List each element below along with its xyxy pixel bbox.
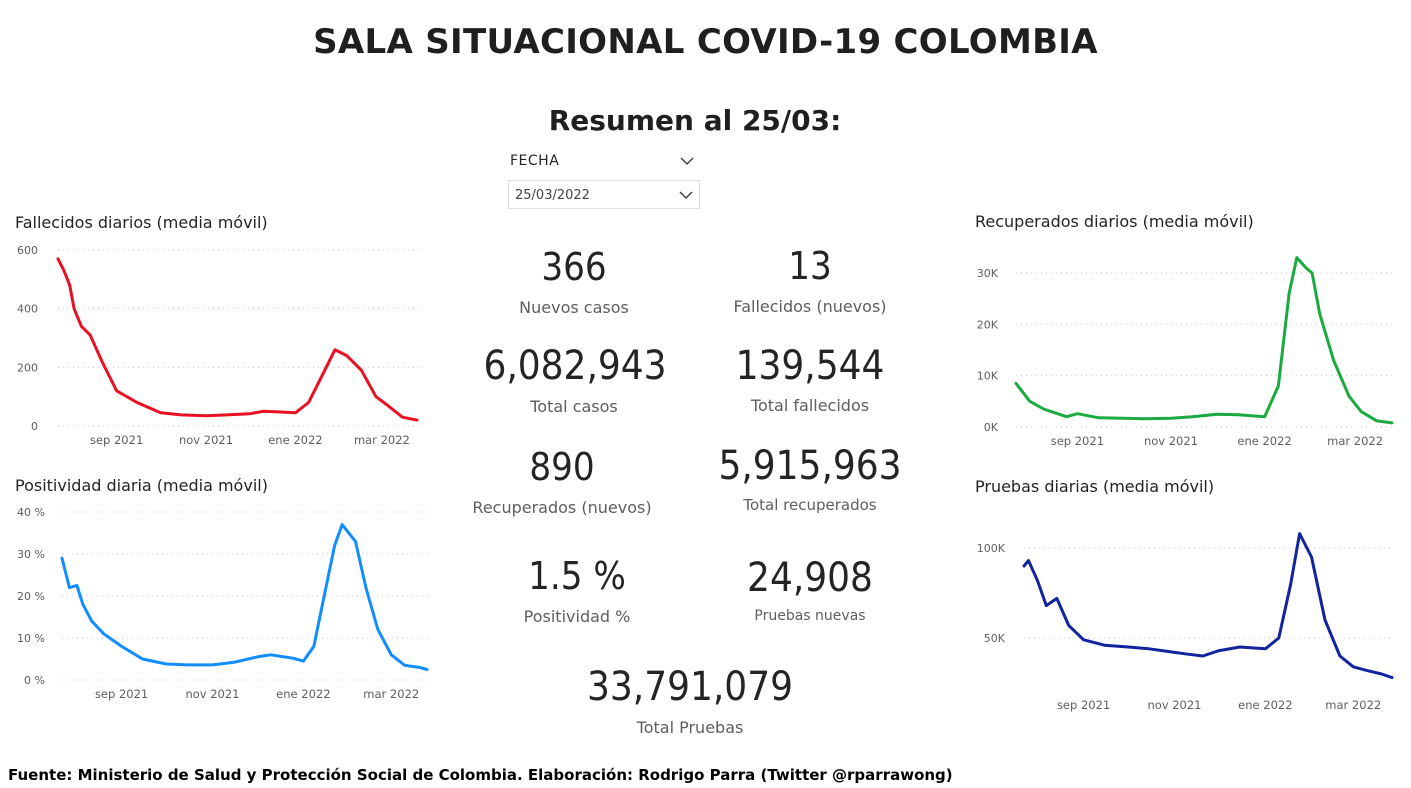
- date-slicer-dropdown[interactable]: 25/03/2022: [508, 180, 700, 209]
- x-tick-label: mar 2022: [363, 687, 419, 701]
- kpi-positividad-value: 1.5 %: [528, 554, 626, 598]
- positividad-line-chart: 0 % 10 % 20 % 30 % 40 % sep 2021 nov 2021 ene 2…: [17, 506, 430, 701]
- y-tick-label: 20 %: [17, 590, 45, 603]
- kpi-pruebas-nuevas-label: Pruebas nuevas: [754, 608, 866, 624]
- kpi-pruebas-nuevas-value: 24,908: [747, 555, 873, 601]
- kpi-nuevos-casos-value: 366: [541, 245, 607, 289]
- x-tick-label: nov 2021: [1144, 434, 1198, 448]
- y-tick-label: 600: [17, 244, 38, 257]
- y-tick-label: 0: [31, 420, 38, 433]
- y-tick-label: 10 %: [17, 632, 45, 645]
- page-title: SALA SITUACIONAL COVID-19 COLOMBIA: [313, 22, 1098, 62]
- y-tick-label: 30K: [977, 267, 999, 280]
- pruebas-line-chart: 50K 100K sep 2021 nov 2021 ene 2022 mar 2022: [977, 532, 1394, 712]
- y-tick-label: 10K: [977, 370, 999, 383]
- x-tick-label: sep 2021: [1057, 698, 1110, 712]
- x-tick-label: sep 2021: [1051, 434, 1104, 448]
- summary-title: Resumen al 25/03:: [548, 104, 842, 137]
- x-tick-label: sep 2021: [90, 433, 143, 447]
- kpi-total-casos-label: Total casos: [530, 397, 618, 416]
- footer-source: Fuente: Ministerio de Salud y Protección…: [8, 766, 953, 784]
- y-tick-label: 50K: [984, 632, 1006, 645]
- date-slicer-header[interactable]: FECHA: [508, 152, 700, 172]
- y-tick-label: 200: [17, 361, 38, 374]
- x-tick-label: ene 2022: [1237, 434, 1291, 448]
- chart-title-positividad: Positividad diaria (media móvil): [15, 476, 268, 495]
- recuperados-line-chart: 0K 10K 20K 30K sep 2021 nov 2021 ene 2022 mar 2…: [977, 256, 1395, 448]
- pruebas-series-line: [1022, 532, 1394, 680]
- kpi-fallecidos-nuevos-label: Fallecidos (nuevos): [733, 297, 887, 316]
- y-tick-label: 400: [17, 303, 38, 316]
- kpi-recuperados-nuevos-label: Recuperados (nuevos): [472, 498, 652, 517]
- kpi-total-casos-value: 6,082,943: [483, 343, 667, 389]
- y-tick-label: 40 %: [17, 506, 45, 519]
- kpi-total-fallecidos-value: 139,544: [735, 343, 885, 389]
- kpi-recuperados-nuevos-value: 890: [529, 445, 595, 489]
- fallecidos-line-chart: 0 200 400 600 sep 2021 nov 2021 ene 2022 mar 20…: [17, 244, 420, 447]
- chart-title-recuperados: Recuperados diarios (media móvil): [975, 212, 1254, 231]
- x-tick-label: ene 2022: [1238, 698, 1292, 712]
- x-tick-label: mar 2022: [354, 433, 410, 447]
- chevron-down-icon[interactable]: [680, 156, 694, 166]
- x-tick-label: mar 2022: [1327, 434, 1383, 448]
- recuperados-series-line: [1014, 256, 1394, 425]
- x-tick-label: nov 2021: [185, 687, 239, 701]
- x-tick-label: mar 2022: [1325, 698, 1381, 712]
- x-tick-label: nov 2021: [179, 433, 233, 447]
- kpi-total-fallecidos-label: Total fallecidos: [750, 396, 870, 415]
- y-tick-label: 0K: [984, 421, 999, 434]
- chart-title-pruebas: Pruebas diarias (media móvil): [975, 477, 1215, 496]
- kpi-positividad-label: Positividad %: [523, 607, 631, 626]
- chart-title-fallecidos: Fallecidos diarios (media móvil): [15, 213, 268, 232]
- kpi-total-pruebas-label: Total Pruebas: [636, 718, 744, 737]
- x-tick-label: ene 2022: [276, 687, 330, 701]
- kpi-nuevos-casos-label: Nuevos casos: [519, 298, 629, 317]
- chevron-down-icon[interactable]: [679, 190, 693, 200]
- y-tick-label: 0 %: [24, 674, 45, 687]
- kpi-fallecidos-nuevos-value: 13: [788, 244, 832, 288]
- date-slicer-value: 25/03/2022: [515, 188, 590, 203]
- x-tick-label: nov 2021: [1147, 698, 1201, 712]
- date-slicer-label: FECHA: [510, 153, 560, 169]
- x-tick-label: sep 2021: [95, 687, 148, 701]
- x-tick-label: ene 2022: [268, 433, 322, 447]
- y-tick-label: 100K: [977, 542, 1006, 555]
- kpi-total-pruebas-value: 33,791,079: [587, 664, 793, 710]
- fallecidos-series-line: [56, 257, 419, 422]
- kpi-total-recuperados-label: Total recuperados: [743, 496, 877, 514]
- y-tick-label: 20K: [977, 318, 999, 331]
- y-tick-label: 30 %: [17, 548, 45, 561]
- kpi-total-recuperados-value: 5,915,963: [718, 443, 902, 489]
- positividad-series-line: [60, 523, 429, 671]
